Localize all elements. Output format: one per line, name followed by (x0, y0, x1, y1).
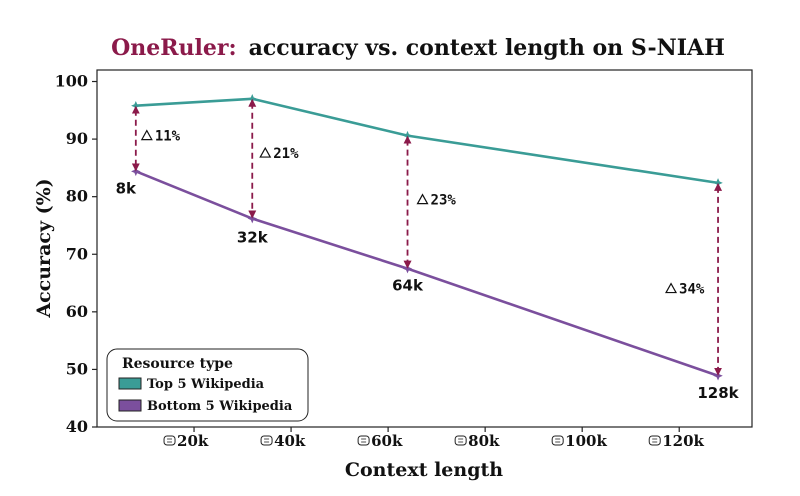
scroll-icon (357, 435, 370, 446)
chart-title: OneRuler: accuracy vs. context length on… (111, 35, 725, 61)
delta-icon (140, 129, 153, 141)
y-tick-label: 60 (66, 302, 88, 321)
y-tick-label: 100 (55, 72, 88, 91)
series-layer (131, 94, 723, 381)
data-point (247, 213, 258, 224)
scroll-icon-body (163, 435, 176, 446)
data-point (402, 263, 413, 274)
chart-title-rest: accuracy vs. context length on S-NIAH (249, 35, 725, 61)
delta-icon (416, 193, 429, 205)
gap-label: 34% (679, 282, 705, 298)
legend-title: Resource type (122, 356, 233, 372)
scroll-icon-body (648, 435, 661, 446)
context-label: 64k (392, 277, 424, 295)
data-point (713, 178, 723, 188)
x-axis-ticks: 20k 40k 60k 80k 100k 120k (163, 427, 705, 450)
delta-icon (665, 282, 678, 294)
plot-frame (96, 69, 753, 428)
context-label: 128k (697, 384, 739, 402)
scroll-icon-body (454, 435, 467, 446)
x-tick-label: 120k (662, 432, 704, 450)
scroll-icon (648, 435, 661, 446)
series-line-1 (135, 170, 719, 377)
delta-icon (259, 146, 272, 158)
legend-label-top: Top 5 Wikipedia (147, 377, 265, 392)
data-point (402, 130, 413, 141)
x-tick-label: 60k (371, 432, 403, 450)
legend-box (106, 348, 309, 422)
series-line-0 (135, 97, 719, 185)
data-point (247, 94, 258, 104)
y-tick-label: 80 (66, 187, 88, 206)
scroll-icon (163, 435, 176, 446)
scroll-icon-body (357, 435, 370, 446)
y-axis-ticks: 40 50 60 70 80 90 100 (55, 72, 97, 436)
legend-label-bottom: Bottom 5 Wikipedia (147, 399, 293, 414)
y-tick-label: 50 (66, 359, 88, 378)
legend-swatch-top (118, 377, 142, 390)
legend: Resource type Top 5 Wikipedia Bottom 5 W… (106, 348, 309, 422)
scroll-icon-body (551, 435, 564, 446)
context-labels: 8k 32k 64k 128k (116, 179, 740, 401)
x-axis-label: Context length (345, 459, 503, 481)
scroll-icon-body (260, 435, 273, 446)
gap-label: 21% (273, 146, 299, 162)
y-axis-label: Accuracy (%) (33, 178, 55, 318)
legend-swatch-bottom (118, 399, 142, 412)
context-label: 8k (116, 179, 137, 197)
scroll-icon (454, 435, 467, 446)
y-tick-label: 40 (66, 417, 88, 436)
y-tick-label: 70 (66, 244, 88, 263)
data-point (131, 166, 141, 177)
context-label: 32k (237, 229, 269, 247)
y-tick-label: 90 (66, 129, 88, 148)
gap-label: 23% (431, 193, 457, 209)
x-tick-label: 20k (177, 432, 209, 450)
chart-title-highlight: OneRuler: (111, 35, 237, 61)
data-point (713, 370, 723, 381)
gap-label: 11% (155, 129, 181, 145)
scroll-icon (551, 435, 564, 446)
x-tick-label: 40k (274, 432, 306, 450)
data-point (131, 100, 141, 111)
gap-layer: 11% 21% 23% 34% (131, 98, 723, 376)
x-tick-label: 80k (468, 432, 500, 450)
scroll-icon (260, 435, 273, 446)
x-tick-label: 100k (565, 432, 607, 450)
